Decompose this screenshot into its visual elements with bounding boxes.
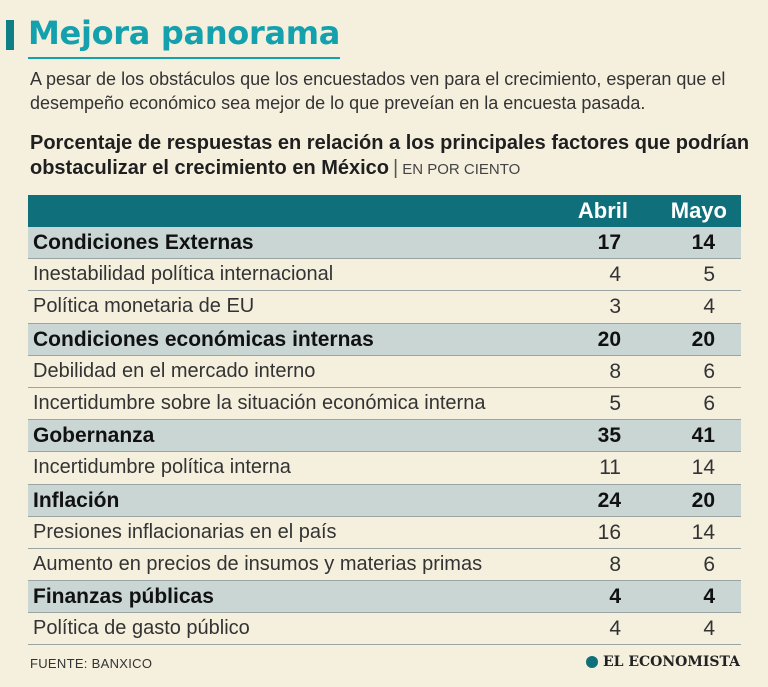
table-row: Política de gasto público 4 4 (28, 613, 741, 646)
row-label: Política de gasto público (33, 617, 250, 640)
brand-mark-icon (585, 656, 598, 668)
value-abril: 4 (609, 263, 621, 287)
value-abril: 11 (599, 456, 621, 480)
category-row: Finanzas públicas 4 4 (28, 581, 741, 614)
subtitle: A pesar de los obstáculos que los encues… (30, 69, 726, 113)
value-abril: 8 (609, 552, 621, 576)
value-abril: 16 (597, 520, 621, 544)
value-mayo: 14 (691, 456, 715, 480)
category-row: Condiciones Externas 17 14 (28, 227, 741, 260)
category-row: Condiciones económicas internas 20 20 (28, 323, 741, 356)
row-label: Inflación (33, 488, 120, 512)
table-row: Incertidumbre sobre la situación económi… (28, 388, 741, 421)
value-mayo: 6 (703, 391, 715, 415)
table-header: Abril Mayo (28, 195, 741, 227)
chart-heading-text: Porcentaje de respuestas en relación a l… (30, 132, 750, 179)
title-underline (28, 57, 340, 59)
value-mayo: 4 (703, 585, 715, 609)
value-mayo: 4 (703, 617, 715, 641)
row-label: Incertidumbre política interna (33, 456, 291, 479)
value-mayo: 14 (691, 231, 715, 254)
data-table: Abril Mayo Condiciones Externas 17 14 Inest… (28, 195, 741, 646)
row-label: Condiciones económicas internas (33, 327, 374, 351)
source-note: FUENTE: BANXICO (30, 656, 153, 671)
table-row: Aumento en precios de insumos y materias… (28, 549, 741, 582)
row-label: Presiones inflacionarias en el país (33, 520, 337, 543)
value-abril: 35 (597, 424, 621, 448)
value-abril: 3 (609, 295, 621, 319)
value-abril: 5 (609, 391, 621, 415)
heading-separator: | (393, 157, 399, 179)
value-mayo: 20 (691, 488, 715, 512)
value-abril: 24 (597, 488, 621, 512)
value-mayo: 41 (691, 424, 715, 448)
brand-name: EL ECONOMISTA (602, 654, 740, 670)
value-abril: 17 (597, 231, 621, 254)
column-header-abril: Abril (577, 198, 628, 223)
chart-heading: Porcentaje de respuestas en relación a l… (30, 131, 760, 182)
value-mayo: 20 (691, 327, 715, 351)
category-row: Gobernanza 35 41 (28, 420, 741, 453)
column-header-mayo: Mayo (670, 198, 727, 223)
value-mayo: 6 (703, 359, 715, 383)
row-label: Gobernanza (33, 424, 155, 448)
table-row: Presiones inflacionarias en el país 16 14 (28, 517, 741, 549)
table-row: Debilidad en el mercado interno 8 6 (28, 356, 741, 388)
value-mayo: 14 (691, 520, 715, 544)
table-row: Incertidumbre política interna 11 14 (28, 452, 741, 485)
value-mayo: 5 (703, 263, 715, 287)
title-accent-bar (6, 20, 14, 50)
value-abril: 20 (597, 327, 621, 351)
value-abril: 4 (609, 585, 621, 609)
row-label: Debilidad en el mercado interno (33, 359, 316, 382)
page-title: Mejora panorama (28, 14, 341, 52)
table-body: Condiciones Externas 17 14 Inestabilidad po… (28, 227, 741, 646)
table-row: Inestabilidad política internacional 4 5 (28, 259, 741, 292)
row-label: Condiciones Externas (33, 231, 254, 254)
row-label: Incertidumbre sobre la situación económi… (33, 391, 486, 414)
table-row: Política monetaria de EU 3 4 (28, 291, 741, 324)
brand-logo: EL ECONOMISTA (585, 654, 740, 670)
row-label: Aumento en precios de insumos y materias… (33, 552, 483, 575)
value-mayo: 6 (703, 552, 715, 576)
value-abril: 8 (609, 359, 621, 383)
value-abril: 4 (609, 617, 621, 641)
value-mayo: 4 (703, 295, 715, 319)
row-label: Finanzas públicas (33, 585, 214, 609)
category-row: Inflación 24 20 (28, 484, 741, 517)
row-label: Inestabilidad política internacional (33, 263, 334, 286)
chart-unit: EN POR CIENTO (402, 161, 521, 178)
row-label: Política monetaria de EU (33, 295, 255, 318)
